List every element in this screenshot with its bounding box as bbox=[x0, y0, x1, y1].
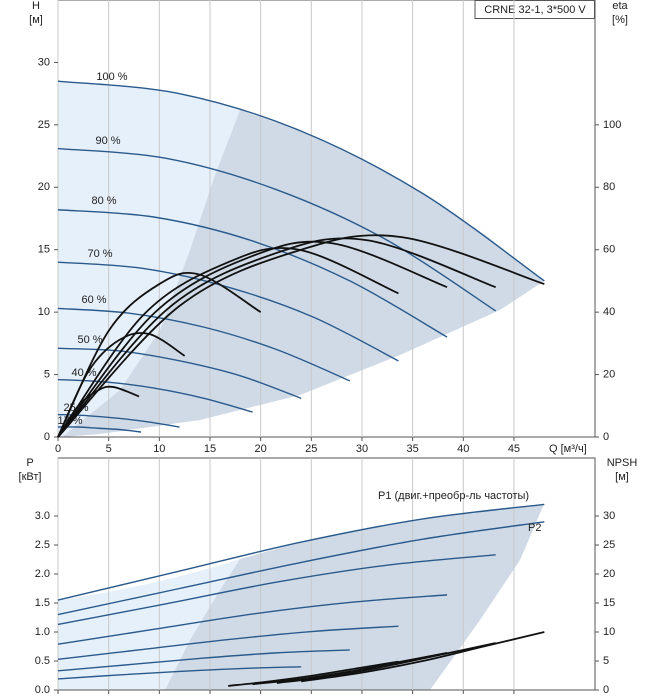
y-tick-label: 25 bbox=[38, 119, 50, 131]
y2-tick-label: 10 bbox=[603, 626, 615, 638]
y-axis-label: P bbox=[26, 457, 33, 469]
curve bbox=[57, 554, 496, 626]
curve bbox=[57, 625, 399, 660]
curve bbox=[301, 631, 545, 683]
curve bbox=[57, 426, 142, 433]
y2-tick-label: 0 bbox=[603, 431, 609, 443]
curve-label: 70 % bbox=[87, 248, 112, 260]
y2-tick-label: 15 bbox=[603, 597, 615, 609]
y-tick-label: 0.0 bbox=[35, 684, 50, 696]
y2-tick-label: 0 bbox=[603, 684, 609, 696]
y-axis-label: H bbox=[32, 0, 40, 12]
curve bbox=[252, 651, 448, 686]
y2-tick-label: 25 bbox=[603, 539, 615, 551]
y-tick-label: 3.0 bbox=[35, 510, 50, 522]
x-tick-label: 10 bbox=[153, 443, 165, 455]
y-tick-label: 1.5 bbox=[35, 597, 50, 609]
y-axis-unit: [кВт] bbox=[19, 471, 42, 483]
curve bbox=[57, 347, 302, 399]
curve bbox=[57, 649, 350, 672]
x-axis-label: Q [м³/ч] bbox=[549, 443, 587, 455]
y2-axis-unit: [м] bbox=[615, 471, 629, 483]
y-tick-label: 0 bbox=[44, 431, 50, 443]
curve-label: 100 % bbox=[96, 71, 127, 83]
y2-tick-label: 20 bbox=[603, 368, 615, 380]
curve bbox=[57, 332, 186, 438]
curve bbox=[57, 666, 302, 680]
y2-tick-label: 30 bbox=[603, 510, 615, 522]
curve bbox=[276, 642, 496, 684]
x-tick-label: 30 bbox=[356, 443, 368, 455]
y2-tick-label: 20 bbox=[603, 568, 615, 580]
y2-tick-label: 5 bbox=[603, 655, 609, 667]
curve bbox=[57, 261, 399, 362]
x-tick-label: 5 bbox=[106, 443, 112, 455]
y2-tick-label: 80 bbox=[603, 181, 615, 193]
title-box bbox=[474, 0, 595, 19]
curve bbox=[57, 240, 448, 438]
y-axis-unit: [м] bbox=[29, 14, 43, 26]
x-tick-label: 25 bbox=[305, 443, 317, 455]
curve-label: P2 bbox=[528, 522, 541, 534]
curve bbox=[57, 378, 253, 413]
operating-area-light bbox=[58, 82, 240, 437]
curve-label: P1 (двиг.+преобр-ль частоты) bbox=[378, 490, 529, 502]
y-tick-label: 0.5 bbox=[35, 655, 50, 667]
power-area bbox=[165, 504, 544, 690]
y2-axis-unit: [%] bbox=[612, 14, 628, 26]
curve-label: 80 % bbox=[91, 195, 116, 207]
x-tick-label: 20 bbox=[255, 443, 267, 455]
y2-axis-label: NPSH bbox=[607, 457, 638, 469]
y-tick-label: 30 bbox=[38, 56, 50, 68]
y-tick-label: 1.0 bbox=[35, 626, 50, 638]
curve-label: 90 % bbox=[95, 135, 120, 147]
curve-label: 60 % bbox=[81, 294, 106, 306]
chart-title: CRNE 32-1, 3*500 V bbox=[484, 4, 586, 16]
curve bbox=[57, 385, 140, 438]
x-tick-label: 35 bbox=[406, 443, 418, 455]
y-tick-label: 10 bbox=[38, 306, 50, 318]
curve-label: 50 % bbox=[77, 334, 102, 346]
curve bbox=[57, 147, 497, 312]
x-tick-label: 40 bbox=[457, 443, 469, 455]
curve bbox=[57, 521, 545, 616]
power-area-light bbox=[58, 559, 240, 690]
curve bbox=[57, 307, 351, 382]
curve bbox=[57, 80, 545, 282]
y-tick-label: 2.0 bbox=[35, 568, 50, 580]
curve bbox=[57, 247, 399, 438]
y2-tick-label: 100 bbox=[603, 119, 621, 131]
curve bbox=[57, 413, 180, 428]
curve bbox=[57, 209, 448, 338]
curve bbox=[57, 503, 545, 601]
y2-axis-label: eta bbox=[612, 0, 628, 12]
y-tick-label: 5 bbox=[44, 368, 50, 380]
curve bbox=[57, 237, 497, 438]
x-tick-label: 15 bbox=[204, 443, 216, 455]
curve bbox=[228, 660, 399, 687]
y-tick-label: 15 bbox=[38, 244, 50, 256]
y-tick-label: 2.5 bbox=[35, 539, 50, 551]
y-tick-label: 20 bbox=[38, 181, 50, 193]
x-tick-label: 45 bbox=[508, 443, 520, 455]
y2-tick-label: 40 bbox=[603, 306, 615, 318]
y2-tick-label: 60 bbox=[603, 244, 615, 256]
x-tick-label: 0 bbox=[55, 443, 61, 455]
curve bbox=[57, 594, 448, 645]
